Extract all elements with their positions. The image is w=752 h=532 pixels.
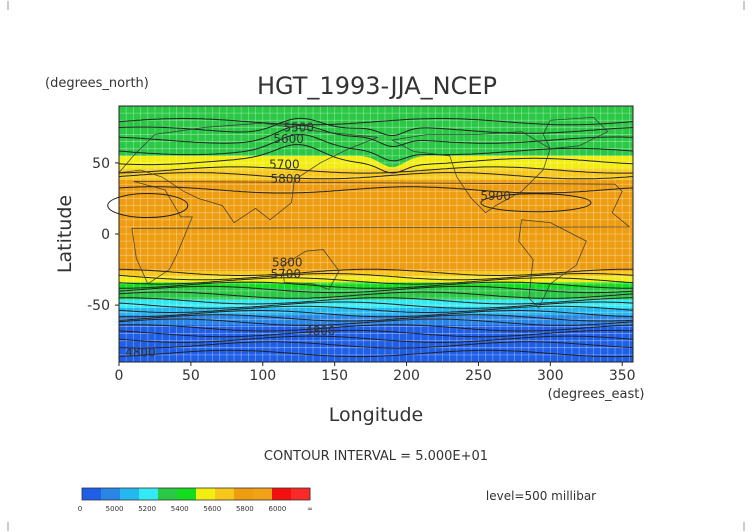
x-tick-label: 0 [115,368,124,384]
coastlines [118,116,631,309]
contour-line [118,273,634,281]
contour-line [119,281,633,289]
y-tick-label: 0 [101,227,110,243]
contour-line [118,166,634,174]
x-axis: 0 50 100 150 200 250 300 350 [115,362,636,384]
contour-line [118,335,634,343]
colorbar-label: 5800 [236,505,254,513]
field-band [119,347,633,362]
colorbar-swatch [120,488,140,500]
colorbar-frame [81,487,311,501]
contour-line [118,172,634,180]
colorbar-label: 6000 [269,505,287,513]
y-axis: 50 0 -50 [87,156,119,314]
coastline [542,116,609,150]
contour-line [118,133,634,162]
coastline [131,181,631,285]
x-units-label: (degrees_east) [548,387,645,402]
coastline [390,131,551,214]
contour-line [118,314,634,322]
colorbar-swatch [215,488,235,500]
contour-line [118,268,633,276]
y-tick-label: 50 [92,156,110,172]
coastline [518,219,587,309]
contour-label: 5900 [480,189,511,203]
contour-label: 4800 [125,345,156,359]
coastline [282,249,340,290]
contour-line [118,117,634,137]
colorbar-label: 0 [78,505,82,513]
colorbar-swatch [177,488,197,500]
colorbar-swatch [158,488,178,500]
chart-title: HGT_1993-JJA_NCEP [257,72,497,100]
field-band [119,179,633,271]
contour-lines [107,117,634,358]
contour-line [118,186,634,194]
y-tick-label: -50 [87,298,110,314]
field-band [119,168,633,180]
field-band [119,276,633,283]
contour-line [119,310,634,318]
colorbar-swatch [101,488,121,500]
contour-label: 5800 [272,256,303,270]
contour-label: 5800 [271,172,302,186]
colorbar-label: 5200 [138,505,156,513]
contour-label: 5500 [283,121,314,135]
x-axis-label: Longitude [329,404,424,426]
x-tick-label: 350 [609,368,636,384]
y-axis-label: Latitude [54,195,76,273]
contour-line [118,291,634,299]
level-text: level=500 millibar [486,489,596,503]
contour-line [118,277,634,285]
contour-line [107,193,189,219]
contour-label: 4800 [305,324,336,338]
contour-label: 5700 [271,267,302,281]
colorbar-swatch [291,488,311,500]
contour-line [118,324,634,332]
contour-line [118,301,634,309]
contour-line [119,297,634,305]
contour-label: 5700 [269,158,300,172]
contour-interval-text: CONTOUR INTERVAL = 5.000E+01 [264,449,488,464]
contour-line [118,124,634,148]
contour-line [118,305,634,313]
field-band [119,299,633,308]
contour-line [118,329,634,338]
y-units-label: (degrees_north) [45,76,149,91]
contour-label: 5600 [273,132,304,146]
colorbar: 0 5000 5200 5400 5600 5800 6000 ∞ [78,487,313,513]
contour-line [118,118,634,126]
x-tick-label: 200 [393,368,420,384]
contour-line [118,341,634,349]
field-band [119,307,633,316]
colorbar-label: ∞ [307,505,313,513]
colorbar-swatch [272,488,292,500]
colorbar-swatch [253,488,273,500]
colorbar-swatch [196,488,216,500]
colorbar-label: 5600 [203,505,221,513]
contour-line [118,349,634,358]
x-tick-label: 50 [182,368,200,384]
colorbar-label: 5400 [171,505,189,513]
x-tick-label: 300 [537,368,564,384]
x-tick-label: 100 [249,368,276,384]
contour-line [480,193,592,213]
contour-line [118,318,634,326]
coastline [118,122,378,224]
colorbar-swatch [139,488,159,500]
field-band [119,270,633,277]
field-band [119,282,633,289]
x-tick-label: 250 [465,368,492,384]
colorbar-label: 5000 [106,505,124,513]
colorbar-swatch [234,488,254,500]
colorbar-swatch [82,488,102,500]
x-tick-label: 150 [321,368,348,384]
